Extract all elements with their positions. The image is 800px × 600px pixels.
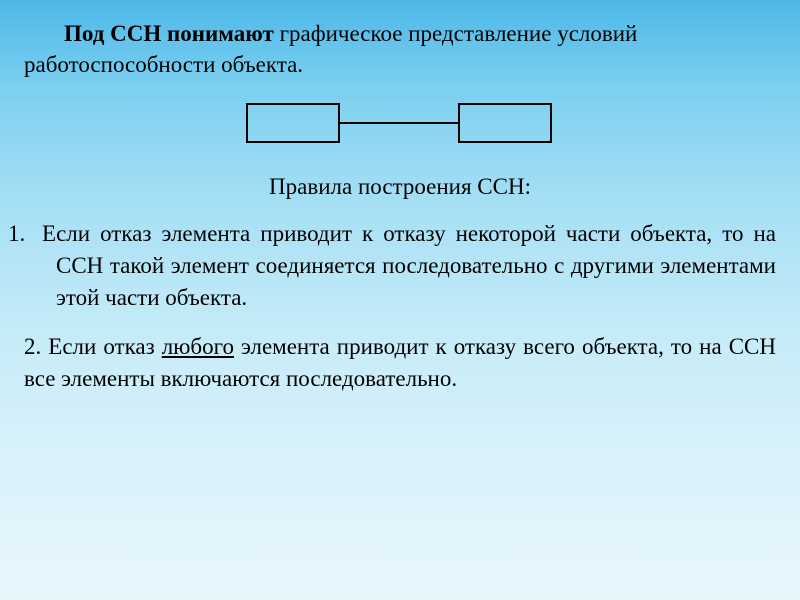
series-diagram [24, 98, 776, 148]
rule-1-text: Если отказ элемента приводит к отказу не… [42, 221, 776, 310]
rule-1: 1. Если отказ элемента приводит к отказу… [24, 218, 776, 315]
rule-2-underline: любого [162, 334, 234, 359]
rule-2-pre: Если отказ [41, 334, 162, 359]
intro-paragraph: Под ССН понимают графическое представлен… [24, 18, 776, 80]
rules-subtitle: Правила построения ССН: [24, 174, 776, 200]
diagram-box-left [247, 104, 339, 142]
diagram-svg [245, 98, 555, 148]
rule-2: 2. Если отказ любого элемента приводит к… [24, 331, 776, 395]
intro-bold: Под ССН понимают [24, 21, 274, 46]
rule-2-number: 2. [24, 331, 41, 363]
diagram-box-right [459, 104, 551, 142]
